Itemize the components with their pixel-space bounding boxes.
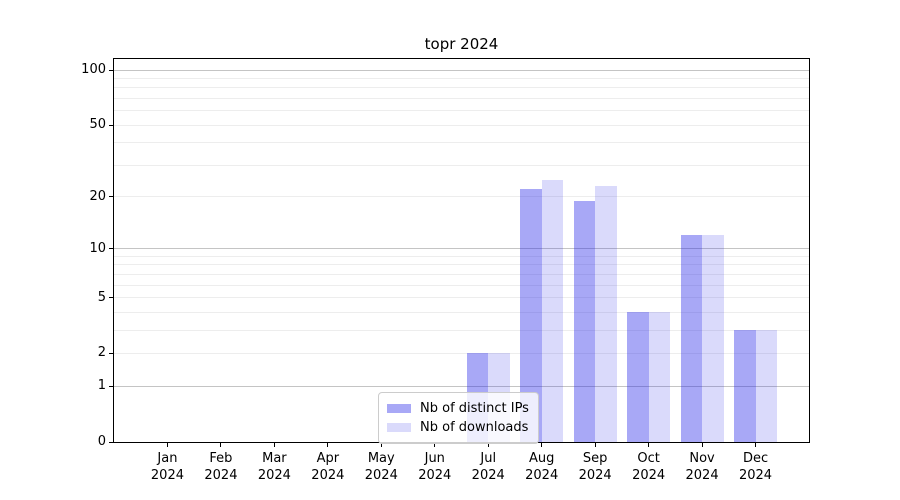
- x-tick-mark-jun: [434, 443, 436, 447]
- x-tick-mark-sep: [594, 443, 596, 447]
- bar-downloads-dec: [755, 330, 778, 442]
- gridline-80: [114, 87, 809, 89]
- y-tick-mark-0: [109, 441, 113, 443]
- legend-swatch-distinct-ips: [387, 404, 411, 413]
- x-tick-label-nov: Nov 2024: [685, 451, 719, 483]
- legend-swatch-downloads: [387, 423, 411, 432]
- y-tick-label-2: 2: [97, 345, 106, 361]
- bar-downloads-sep: [595, 185, 617, 442]
- legend-label-distinct-ips: Nb of distinct IPs: [420, 401, 529, 416]
- gridline-4: [114, 311, 809, 313]
- gridline-9: [114, 255, 809, 257]
- gridline-40: [114, 142, 809, 144]
- y-tick-mark-1: [109, 385, 113, 387]
- x-tick-label-apr: Apr 2024: [311, 451, 345, 483]
- x-tick-label-may: May 2024: [364, 451, 398, 483]
- x-tick-mark-mar: [273, 443, 275, 447]
- gridline-5: [114, 297, 809, 299]
- x-tick-mark-apr: [327, 443, 329, 447]
- gridline-8: [114, 264, 809, 266]
- legend-entry-distinct-ips: Nb of distinct IPs: [387, 399, 529, 418]
- x-tick-label-mar: Mar 2024: [257, 451, 291, 483]
- gridline-70: [114, 98, 809, 100]
- gridline-100: [114, 69, 809, 71]
- x-tick-label-sep: Sep 2024: [578, 451, 612, 483]
- legend-label-downloads: Nb of downloads: [420, 420, 529, 435]
- x-tick-mark-feb: [220, 443, 222, 447]
- bar-ips-oct: [627, 312, 649, 442]
- x-tick-mark-aug: [541, 443, 543, 447]
- x-tick-label-jun: Jun 2024: [418, 451, 452, 483]
- gridline-10: [114, 248, 809, 250]
- x-tick-mark-jul: [487, 443, 489, 447]
- bar-ips-dec: [734, 330, 756, 442]
- bar-ips-aug: [520, 189, 542, 442]
- gridline-6: [114, 284, 809, 286]
- x-tick-mark-jan: [166, 443, 168, 447]
- y-tick-mark-20: [109, 196, 113, 198]
- gridline-60: [114, 110, 809, 112]
- bar-downloads-aug: [541, 179, 564, 442]
- y-tick-label-20: 20: [89, 188, 106, 204]
- gridline-50: [114, 124, 809, 126]
- y-tick-label-100: 100: [81, 62, 106, 78]
- gridline-1: [114, 385, 809, 387]
- y-tick-label-50: 50: [89, 117, 106, 133]
- gridline-3: [114, 329, 809, 331]
- bar-downloads-oct: [648, 312, 671, 442]
- x-tick-label-aug: Aug 2024: [525, 451, 559, 483]
- chart-title: topr 2024: [424, 35, 499, 53]
- x-tick-mark-oct: [648, 443, 650, 447]
- x-tick-mark-nov: [701, 443, 703, 447]
- y-tick-mark-5: [109, 297, 113, 299]
- y-tick-mark-2: [109, 352, 113, 354]
- x-tick-label-oct: Oct 2024: [632, 451, 666, 483]
- bar-ips-nov: [680, 235, 703, 442]
- y-tick-label-5: 5: [97, 289, 106, 305]
- x-tick-label-jul: Jul 2024: [471, 451, 505, 483]
- legend: Nb of distinct IPs Nb of downloads: [378, 392, 539, 444]
- x-tick-mark-may: [380, 443, 382, 447]
- x-tick-label-dec: Dec 2024: [738, 451, 773, 483]
- gridline-20: [114, 196, 809, 198]
- y-tick-label-1: 1: [97, 378, 106, 394]
- plot-area: Nb of distinct IPs Nb of downloads: [113, 58, 810, 444]
- gridline-7: [114, 273, 809, 275]
- legend-entry-downloads: Nb of downloads: [387, 418, 529, 437]
- y-tick-label-0: 0: [97, 434, 106, 449]
- bar-ips-sep: [573, 200, 596, 442]
- x-tick-label-jan: Jan 2024: [150, 451, 184, 483]
- x-tick-label-feb: Feb 2024: [204, 451, 238, 483]
- gridline-2: [114, 352, 809, 354]
- y-tick-mark-10: [109, 248, 113, 250]
- gridline-30: [114, 164, 809, 166]
- y-tick-mark-100: [109, 69, 113, 71]
- gridline-90: [114, 78, 809, 80]
- y-tick-label-10: 10: [89, 240, 106, 256]
- x-tick-mark-dec: [755, 443, 757, 447]
- y-tick-mark-50: [109, 124, 113, 126]
- bar-downloads-nov: [702, 235, 724, 442]
